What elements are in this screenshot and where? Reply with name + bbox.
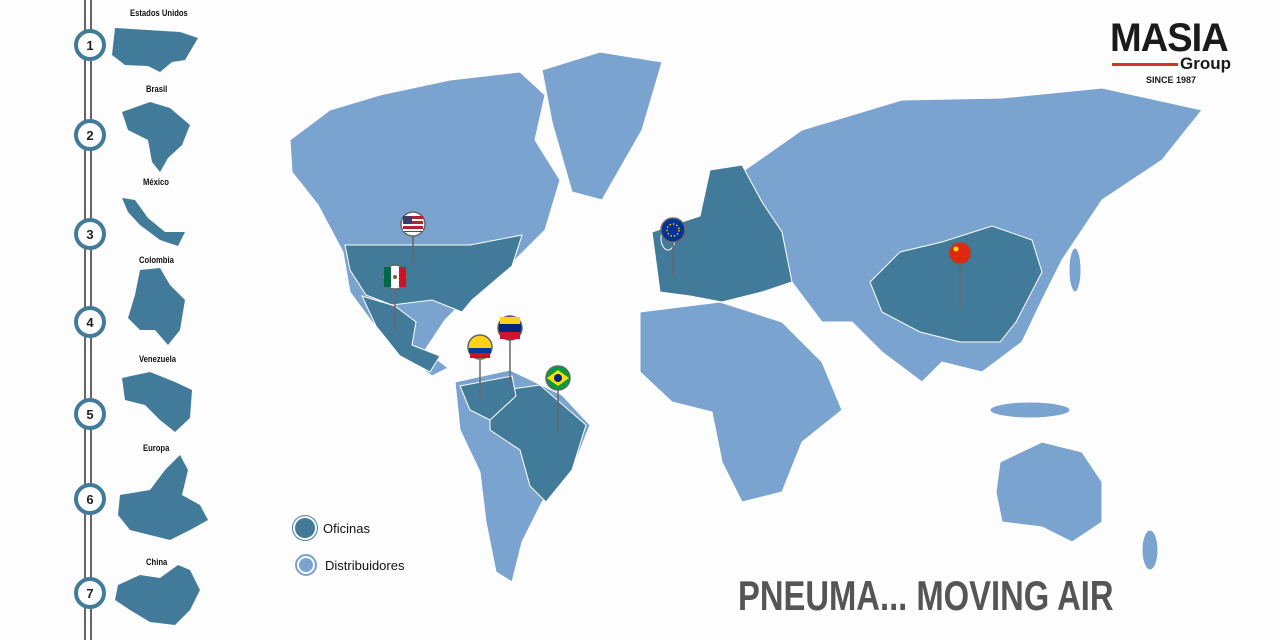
logo-name: MASIA — [1110, 16, 1229, 60]
mini-venezuela — [122, 372, 192, 432]
legend-distributors: Distribuidores — [295, 554, 404, 576]
usa — [344, 234, 523, 313]
tagline: PNEUMA... MOVING AIR — [738, 572, 1114, 619]
step-badge: 5 — [74, 398, 106, 430]
mini-brazil — [122, 102, 190, 172]
step-badge: 4 — [74, 306, 106, 338]
mexico — [361, 295, 441, 373]
pin-eu — [660, 217, 686, 276]
japan — [1068, 247, 1082, 293]
mini-colombia — [128, 268, 185, 345]
step-label: Estados Unidos — [130, 8, 188, 18]
pin-usa — [400, 211, 426, 262]
distributors-swatch-icon — [295, 554, 317, 576]
step-badge: 2 — [74, 119, 106, 151]
mini-china — [115, 565, 200, 625]
sidebar-country-shapes — [112, 28, 208, 625]
brazil — [489, 384, 587, 503]
masia-logo: MASIA Group SINCE 1987 — [1110, 16, 1245, 85]
logo-accent-bar — [1112, 63, 1178, 66]
step-label: Colombia — [139, 255, 174, 265]
legend-distributors-label: Distribuidores — [325, 557, 405, 573]
new-zealand — [1141, 529, 1159, 571]
pin-brazil — [545, 365, 571, 432]
legend-offices-label: Oficinas — [323, 520, 370, 536]
mini-usa — [112, 28, 198, 72]
pin-colombia — [467, 334, 493, 400]
logo-since: SINCE 1987 — [1146, 75, 1197, 85]
step-badge: 1 — [74, 29, 106, 61]
step-label: México — [143, 177, 169, 187]
indonesia — [989, 401, 1071, 419]
mini-europe — [118, 455, 208, 540]
africa — [639, 301, 843, 503]
offices-swatch-icon — [295, 518, 315, 538]
colombia-venezuela — [459, 375, 517, 421]
australia — [995, 441, 1103, 543]
step-badge: 3 — [74, 218, 106, 250]
greenland — [541, 51, 663, 201]
step-label: Brasil — [146, 84, 168, 94]
china — [869, 225, 1043, 343]
pin-mexico — [382, 264, 408, 330]
logo-sub: Group — [1180, 54, 1231, 73]
step-label: Venezuela — [139, 354, 177, 364]
continents — [289, 51, 1203, 583]
step-badge: 7 — [74, 577, 106, 609]
legend-offices: Oficinas — [295, 518, 370, 538]
step-label: Europa — [143, 443, 170, 453]
step-badge: 6 — [74, 483, 106, 515]
pins — [382, 211, 972, 432]
mini-mexico — [122, 198, 185, 246]
pin-china — [948, 241, 972, 306]
pin-venezuela — [497, 315, 523, 385]
step-label: China — [146, 557, 168, 567]
europe — [651, 164, 793, 303]
